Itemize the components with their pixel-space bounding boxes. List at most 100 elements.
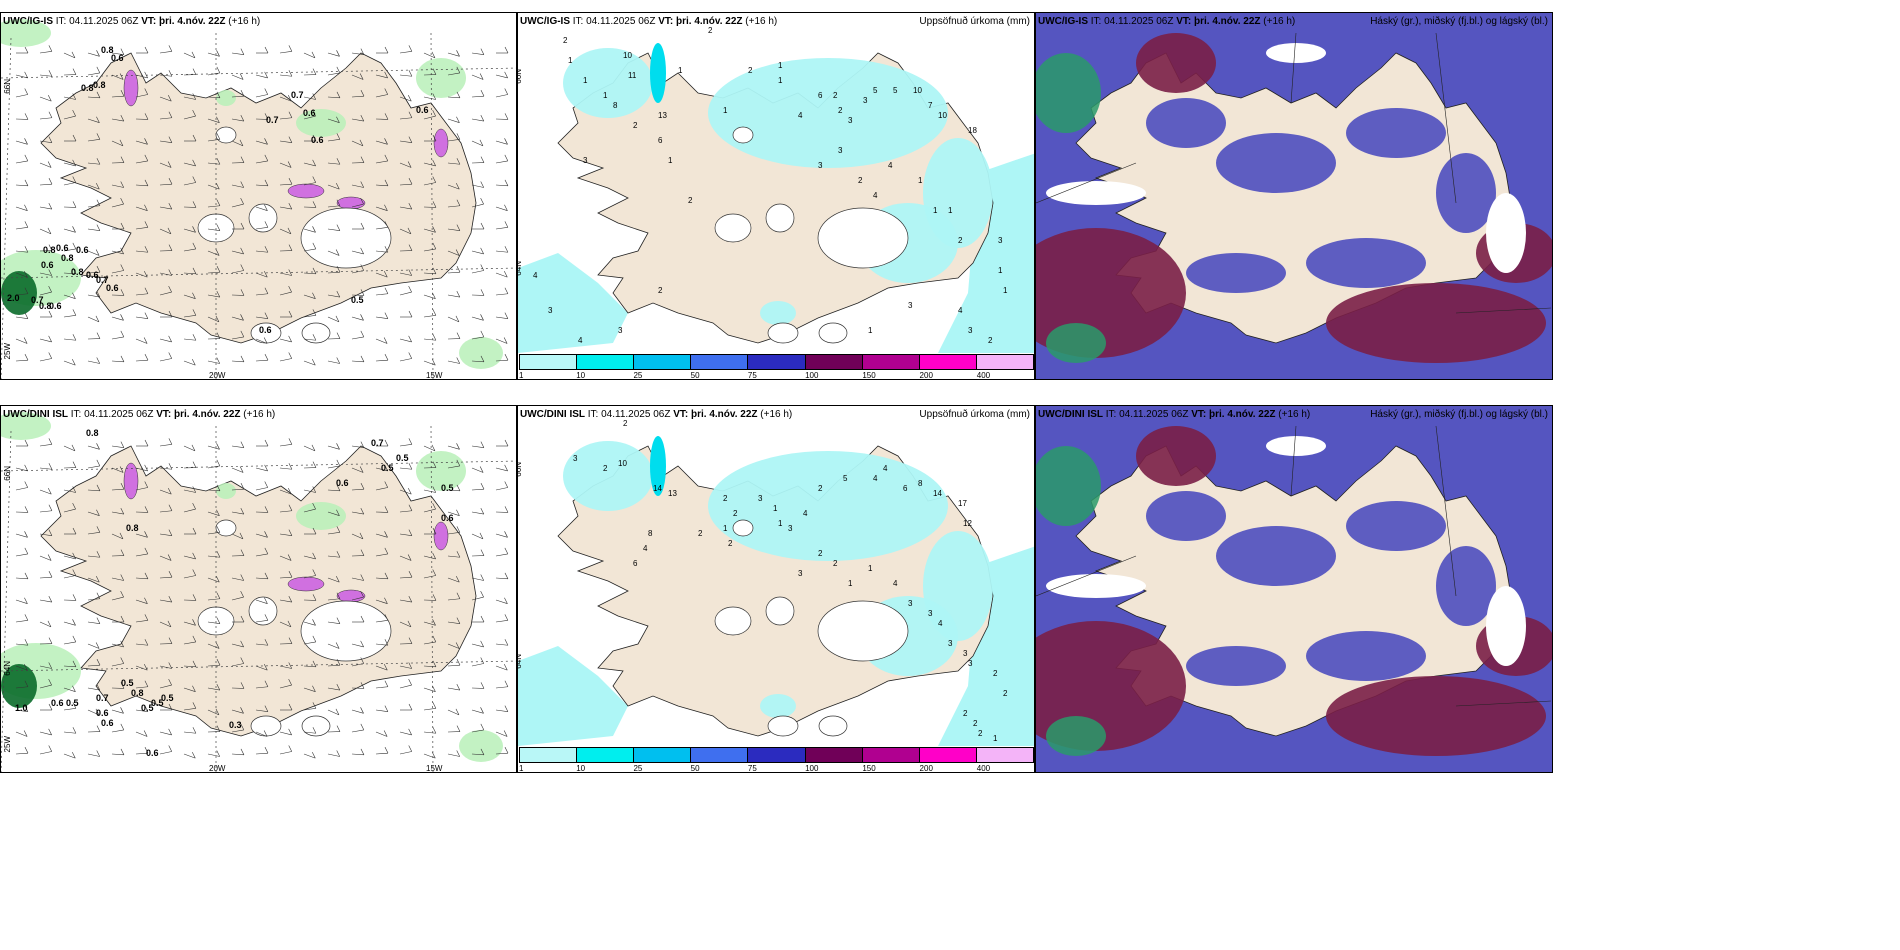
wind-barb [303,115,316,120]
value-label: 3 [618,326,623,335]
wind-barb [408,94,412,102]
wind-barb [72,702,77,709]
wind-barb [447,118,460,123]
value-label: 4 [873,474,878,483]
wind-barb [207,228,220,231]
wind-barb [240,222,245,230]
wind-barb [327,250,340,256]
wind-barb [135,293,148,296]
wind-barb [495,206,508,211]
wind-barb [471,729,484,733]
precip-shading [296,109,346,137]
wind-barb [39,467,52,470]
value-label: 1 [993,734,998,743]
low-cloud-shading [1046,716,1106,756]
wind-barb [240,682,245,689]
wind-barb [432,292,436,299]
wind-barb [216,50,220,57]
value-label: 1 [933,206,938,215]
wind-barb [15,140,28,145]
wind-barb [15,752,28,755]
wind-barb [399,140,412,143]
high-cloud-shading [1326,283,1546,363]
wind-barb [359,466,364,473]
legend-tick-label: 200 [919,764,933,773]
wind-barb [48,136,53,143]
wind-barb [432,619,436,626]
wind-barb [168,745,173,752]
glacier [817,600,909,662]
wind-barb [135,599,148,604]
wind-barb [408,70,413,77]
wind-barb [504,614,509,621]
value-label: 6 [818,91,823,100]
wind-barb [255,620,268,623]
wind-barb [303,272,316,275]
wind-barb [360,657,365,664]
wind-barb [39,117,52,120]
wind-barb [111,729,124,733]
wind-barb [327,532,340,535]
wind-barb [168,662,173,669]
value-label: 0.8 [71,267,84,277]
wind-barb [240,723,245,731]
wind-barb [120,48,125,55]
wind-barb [207,360,220,364]
wind-barb [312,334,317,341]
wind-barb [495,467,508,472]
wind-barb [39,533,52,536]
value-label: 13 [658,111,667,120]
value-label: 3 [838,146,843,155]
wind-barb [87,360,100,364]
lat-label-64n: 64N [517,261,523,276]
wind-barb [264,547,269,555]
wind-barb [144,614,149,621]
wind-barb [63,621,76,626]
wind-barb [480,549,485,556]
wind-barb [231,596,244,601]
value-label: 10 [938,111,947,120]
wind-barb [192,685,196,692]
wind-barb [303,731,316,734]
value-label: 14 [933,489,942,498]
wind-barb [167,161,172,168]
wind-barb [384,354,389,361]
wind-barb [408,45,413,52]
wind-barb [15,577,28,580]
wind-barb [135,94,148,98]
wind-barb [360,590,364,598]
precip-shading [760,301,796,325]
wind-barb [447,205,460,208]
wind-barb [216,66,221,74]
value-label: 1 [778,76,783,85]
precip-shading [518,253,628,353]
wind-barb [288,703,293,711]
wind-barb [264,439,269,447]
wind-barb [159,51,172,54]
wind-barb [504,270,508,278]
wind-barb [384,312,389,319]
wind-barb [407,620,412,628]
wind-barb [87,598,100,601]
wind-barb [183,52,196,59]
wind-barb [479,73,484,80]
wind-barb [384,572,389,579]
lon-label-20w: 20W [209,764,226,773]
value-label: 3 [573,454,578,463]
wind-barb [408,202,413,210]
wind-barb [495,752,508,755]
lon-label-20w: 20W [209,371,226,380]
wind-barb [264,506,269,513]
value-label: 3 [963,649,968,658]
wind-barb [408,703,413,711]
wind-barb [135,665,148,671]
wind-barb [456,484,461,491]
lat-label-64n: 64N [3,661,12,676]
wind-barb [39,96,52,102]
wind-barb [471,445,484,448]
wind-barb [159,117,172,120]
wind-barb [231,316,244,321]
wind-barb [24,597,28,604]
wind-barb [447,709,460,716]
wind-barb [303,687,316,692]
